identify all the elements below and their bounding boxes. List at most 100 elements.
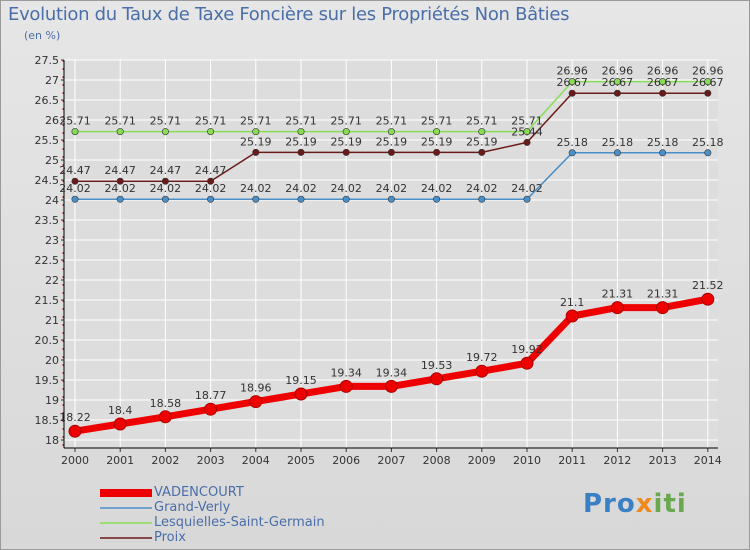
x-tick-label: 2002: [151, 454, 179, 467]
data-point: [704, 89, 712, 97]
data-point: [523, 195, 531, 203]
y-tick-label: 21: [45, 314, 59, 327]
data-label: 25.44: [511, 125, 543, 138]
chart-title: Evolution du Taux de Taxe Foncière sur l…: [8, 4, 570, 25]
data-label: 18.96: [240, 382, 272, 395]
data-label: 18.4: [108, 404, 133, 417]
data-point: [520, 356, 534, 370]
data-label: 25.19: [330, 135, 362, 148]
data-label: 25.71: [285, 115, 317, 128]
data-point: [613, 149, 621, 157]
data-point: [161, 177, 169, 185]
x-tick-label: 2014: [694, 454, 722, 467]
data-point: [387, 128, 395, 136]
data-label: 19.34: [330, 366, 362, 379]
data-label: 25.71: [59, 115, 91, 128]
legend-label-vadencourt: VADENCOURT: [154, 485, 244, 500]
x-tick-label: 2011: [558, 454, 586, 467]
data-point: [433, 148, 441, 156]
data-point: [297, 195, 305, 203]
data-point: [568, 149, 576, 157]
data-label: 25.19: [376, 135, 408, 148]
data-point: [478, 128, 486, 136]
data-point: [339, 379, 353, 393]
data-label: 26.96: [692, 65, 724, 78]
data-label: 24.02: [150, 182, 182, 195]
data-label: 25.18: [556, 136, 588, 149]
x-tick-label: 2008: [423, 454, 451, 467]
data-label: 26.67: [602, 76, 634, 89]
y-tick-label: 27.5: [35, 54, 60, 67]
data-label: 26.67: [647, 76, 679, 89]
data-point: [249, 395, 263, 409]
data-label: 19.15: [285, 374, 317, 387]
data-point: [478, 195, 486, 203]
legend-label-lesquielles: Lesquielles-Saint-Germain: [154, 515, 325, 530]
data-label: 19.34: [376, 366, 408, 379]
y-tick-label: 22: [45, 274, 59, 287]
data-label: 24.02: [104, 182, 136, 195]
data-label: 21.1: [560, 296, 585, 309]
data-label: 26.67: [556, 76, 588, 89]
data-point: [613, 78, 621, 86]
data-label: 24.02: [511, 182, 543, 195]
data-point: [433, 195, 441, 203]
data-point: [207, 195, 215, 203]
data-point: [568, 78, 576, 86]
data-point: [252, 195, 260, 203]
x-tick-label: 2003: [197, 454, 225, 467]
x-tick-label: 2006: [332, 454, 360, 467]
data-label: 26.96: [647, 65, 679, 78]
data-point: [613, 89, 621, 97]
y-tick-label: 23.5: [35, 214, 60, 227]
y-tick-label: 22.5: [35, 254, 60, 267]
y-tick-label: 26: [45, 114, 59, 127]
data-point: [568, 89, 576, 97]
y-tick-label: 18: [45, 434, 59, 447]
y-tick-label: 26.5: [35, 94, 60, 107]
data-point: [204, 402, 218, 416]
x-tick-label: 2010: [513, 454, 541, 467]
data-label: 24.02: [330, 182, 362, 195]
data-label: 25.71: [195, 115, 227, 128]
data-label: 24.02: [421, 182, 453, 195]
data-label: 24.47: [59, 164, 91, 177]
data-label: 26.67: [692, 76, 724, 89]
y-tick-label: 24: [45, 194, 59, 207]
data-point: [71, 128, 79, 136]
data-label: 25.71: [421, 115, 453, 128]
data-label: 24.47: [195, 164, 227, 177]
data-point: [430, 372, 444, 386]
data-point: [523, 138, 531, 146]
data-label: 19.92: [511, 343, 543, 356]
data-point: [342, 148, 350, 156]
data-point: [161, 128, 169, 136]
proxiti-logo: Proxiti: [583, 489, 687, 519]
data-point: [252, 128, 260, 136]
x-tick-label: 2012: [603, 454, 631, 467]
data-label: 18.77: [195, 389, 227, 402]
unit-label: (en %): [24, 29, 61, 42]
data-label: 24.02: [240, 182, 272, 195]
data-point: [207, 177, 215, 185]
data-point: [68, 424, 82, 438]
data-point: [701, 292, 715, 306]
data-label: 25.71: [466, 115, 498, 128]
data-point: [207, 128, 215, 136]
data-label: 24.02: [466, 182, 498, 195]
y-tick-label: 21.5: [35, 294, 60, 307]
data-point: [475, 364, 489, 378]
data-point: [478, 148, 486, 156]
y-tick-label: 18.5: [35, 414, 60, 427]
data-point: [161, 195, 169, 203]
x-tick-label: 2004: [242, 454, 270, 467]
logo-part-2: x: [635, 489, 654, 519]
data-label: 24.47: [104, 164, 136, 177]
data-point: [565, 309, 579, 323]
data-label: 18.58: [150, 397, 182, 410]
data-point: [342, 195, 350, 203]
x-tick-label: 2001: [106, 454, 134, 467]
data-point: [71, 195, 79, 203]
y-tick-label: 25: [45, 154, 59, 167]
